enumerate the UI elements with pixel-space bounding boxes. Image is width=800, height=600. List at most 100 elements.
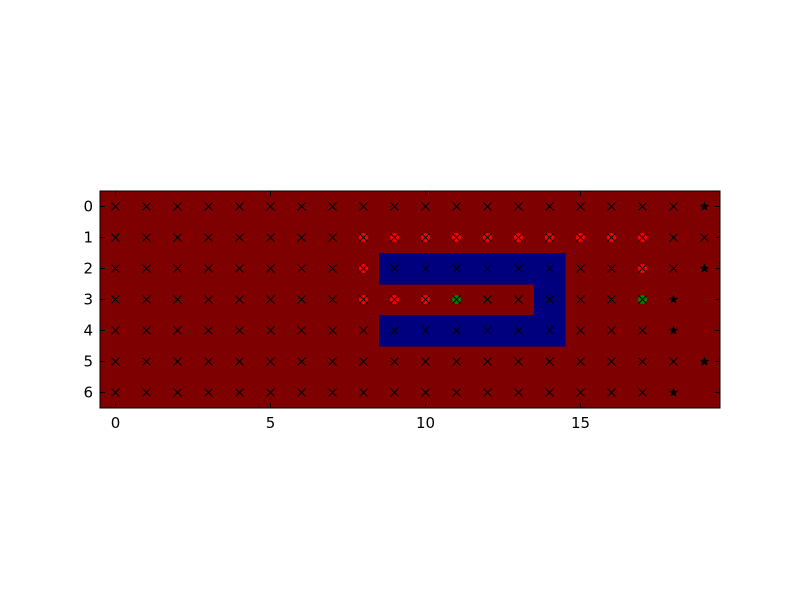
x-marker bbox=[297, 233, 306, 242]
x-marker bbox=[638, 326, 647, 335]
x-marker bbox=[421, 357, 430, 366]
x-marker bbox=[359, 233, 368, 242]
x-marker bbox=[452, 295, 461, 304]
x-marker bbox=[545, 326, 554, 335]
x-marker bbox=[576, 233, 585, 242]
x-marker bbox=[204, 388, 213, 397]
x-tick-label: 5 bbox=[266, 414, 276, 432]
x-marker bbox=[638, 264, 647, 273]
y-tick-label: 6 bbox=[83, 384, 93, 402]
x-marker bbox=[421, 388, 430, 397]
x-marker bbox=[638, 233, 647, 242]
x-marker bbox=[204, 233, 213, 242]
x-marker bbox=[607, 295, 616, 304]
x-marker bbox=[576, 357, 585, 366]
x-marker bbox=[266, 202, 275, 211]
x-marker bbox=[607, 388, 616, 397]
x-marker bbox=[266, 264, 275, 273]
x-marker bbox=[421, 264, 430, 273]
y-tick-label: 5 bbox=[83, 353, 93, 371]
x-marker bbox=[359, 388, 368, 397]
y-tick-label: 1 bbox=[83, 229, 93, 247]
x-marker bbox=[452, 202, 461, 211]
x-marker bbox=[607, 233, 616, 242]
x-marker bbox=[576, 202, 585, 211]
x-marker bbox=[173, 326, 182, 335]
x-marker bbox=[297, 357, 306, 366]
x-marker bbox=[638, 202, 647, 211]
x-marker bbox=[483, 264, 492, 273]
x-marker bbox=[421, 202, 430, 211]
x-marker bbox=[390, 295, 399, 304]
x-marker bbox=[297, 202, 306, 211]
x-marker bbox=[545, 388, 554, 397]
x-marker bbox=[235, 357, 244, 366]
x-marker bbox=[452, 388, 461, 397]
x-marker bbox=[204, 357, 213, 366]
plot-background bbox=[100, 191, 720, 408]
x-marker bbox=[576, 264, 585, 273]
x-marker bbox=[545, 233, 554, 242]
x-marker bbox=[235, 295, 244, 304]
x-marker bbox=[452, 233, 461, 242]
x-marker bbox=[173, 357, 182, 366]
x-marker bbox=[328, 264, 337, 273]
x-marker bbox=[514, 264, 523, 273]
x-marker bbox=[514, 326, 523, 335]
star-marker bbox=[668, 294, 679, 304]
x-marker bbox=[111, 388, 120, 397]
x-marker bbox=[669, 202, 678, 211]
x-marker bbox=[359, 264, 368, 273]
x-marker bbox=[204, 326, 213, 335]
x-marker bbox=[390, 326, 399, 335]
y-tick-label: 3 bbox=[83, 291, 93, 309]
x-marker bbox=[452, 264, 461, 273]
x-marker bbox=[514, 388, 523, 397]
x-marker bbox=[576, 388, 585, 397]
x-marker bbox=[266, 295, 275, 304]
x-marker bbox=[607, 264, 616, 273]
x-marker bbox=[235, 202, 244, 211]
plot-area bbox=[100, 191, 720, 408]
x-marker bbox=[111, 326, 120, 335]
x-marker bbox=[390, 388, 399, 397]
grid-markers bbox=[111, 201, 710, 397]
x-marker bbox=[514, 202, 523, 211]
x-marker bbox=[173, 295, 182, 304]
x-marker bbox=[638, 357, 647, 366]
x-marker bbox=[142, 233, 151, 242]
x-marker bbox=[142, 264, 151, 273]
x-marker bbox=[483, 388, 492, 397]
x-marker bbox=[204, 264, 213, 273]
x-marker bbox=[545, 202, 554, 211]
x-marker bbox=[483, 202, 492, 211]
x-marker bbox=[328, 233, 337, 242]
x-marker bbox=[359, 357, 368, 366]
x-marker bbox=[328, 202, 337, 211]
x-marker bbox=[235, 326, 244, 335]
x-marker bbox=[173, 202, 182, 211]
x-marker bbox=[545, 295, 554, 304]
x-marker bbox=[297, 326, 306, 335]
x-marker bbox=[483, 233, 492, 242]
x-marker bbox=[514, 233, 523, 242]
x-marker bbox=[700, 233, 709, 242]
x-marker bbox=[452, 326, 461, 335]
y-tick-label: 4 bbox=[83, 322, 93, 340]
x-tick-label: 0 bbox=[111, 414, 121, 432]
x-marker bbox=[545, 264, 554, 273]
x-marker bbox=[142, 202, 151, 211]
x-marker bbox=[235, 264, 244, 273]
x-marker bbox=[514, 357, 523, 366]
x-marker bbox=[297, 264, 306, 273]
x-marker bbox=[328, 388, 337, 397]
x-marker bbox=[607, 202, 616, 211]
x-marker bbox=[328, 295, 337, 304]
x-marker bbox=[390, 202, 399, 211]
x-marker bbox=[266, 233, 275, 242]
x-marker bbox=[421, 295, 430, 304]
x-marker bbox=[421, 326, 430, 335]
x-marker bbox=[173, 233, 182, 242]
x-tick-label: 15 bbox=[571, 414, 590, 432]
